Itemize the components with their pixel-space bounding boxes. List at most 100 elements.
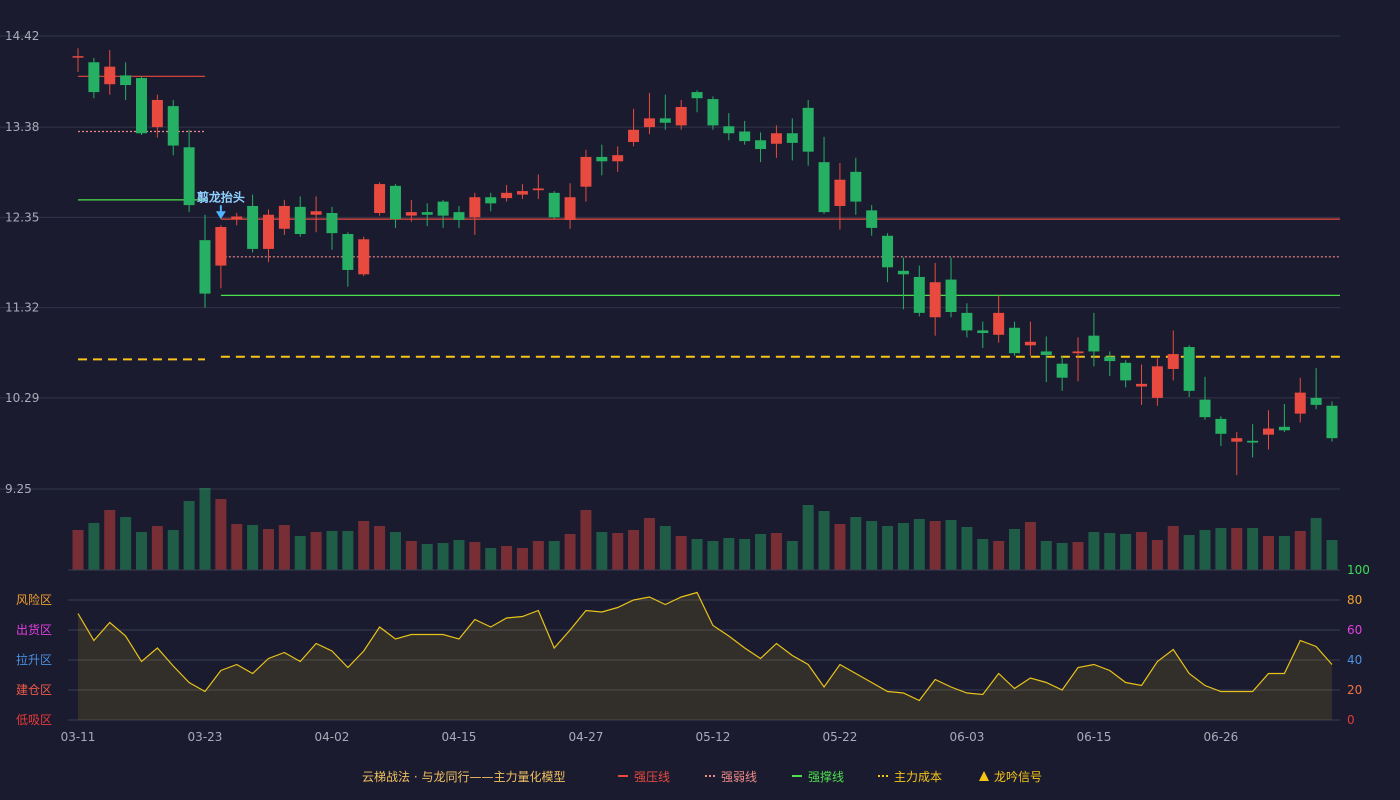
candle-body — [1294, 392, 1306, 414]
zone-label: 风险区 — [16, 592, 52, 607]
candle-body — [1231, 438, 1243, 442]
candle-body — [437, 201, 449, 216]
volume-bar — [278, 525, 290, 570]
candle-body — [453, 212, 465, 221]
candle-body — [1136, 383, 1148, 387]
candle-body — [929, 282, 941, 318]
candle-body — [294, 206, 306, 235]
x-tick-label: 05-12 — [695, 730, 730, 744]
volume-bar — [215, 499, 227, 570]
zone-label: 低吸区 — [16, 713, 52, 727]
volume-bar — [358, 521, 370, 570]
volume-bar — [882, 526, 894, 570]
zone-label: 出货区 — [16, 622, 52, 637]
candle-body — [88, 62, 100, 93]
candle-body — [1056, 363, 1068, 378]
candle-body — [1120, 362, 1132, 381]
volume-bar — [1024, 522, 1036, 570]
volume-bar — [1215, 528, 1227, 570]
volume-bar — [1009, 529, 1021, 570]
candle-body — [374, 184, 386, 213]
candle-body — [628, 129, 640, 143]
volume-bar — [548, 541, 560, 570]
legend-label: 强压线 — [634, 770, 670, 784]
candle-body — [421, 212, 433, 215]
volume-bar — [469, 542, 481, 570]
candle-body — [72, 56, 84, 58]
candle-body — [755, 140, 767, 150]
x-tick-label: 06-26 — [1203, 730, 1238, 744]
candle-body — [739, 131, 751, 142]
candle-body — [485, 197, 497, 204]
candle-body — [135, 78, 147, 134]
candle-body — [564, 197, 576, 221]
candle-body — [1009, 327, 1021, 354]
indicator-tick-label: 20 — [1347, 683, 1362, 697]
volume-bar — [659, 526, 671, 570]
x-tick-label: 03-23 — [188, 730, 223, 744]
legend-label: 主力成本 — [894, 770, 942, 784]
candle-body — [104, 66, 116, 85]
volume-bar — [405, 541, 417, 570]
x-tick-label: 04-02 — [315, 730, 350, 744]
candle-body — [120, 75, 132, 86]
volume-bar — [993, 541, 1005, 570]
candle-body — [866, 210, 878, 228]
candle-body — [882, 235, 894, 268]
volume-bar — [755, 534, 767, 570]
zone-label: 拉升区 — [16, 652, 52, 667]
candle-body — [278, 205, 290, 229]
candle-body — [231, 216, 243, 220]
volume-bar — [723, 538, 735, 570]
candle-body — [977, 330, 989, 334]
volume-bar — [421, 544, 433, 570]
y-tick-label: 12.35 — [5, 210, 39, 224]
volume-bar — [1167, 526, 1179, 570]
volume-bar — [612, 533, 624, 570]
candle-body — [993, 312, 1005, 335]
volume-bar — [977, 539, 989, 570]
volume-bar — [1278, 536, 1290, 570]
volume-bar — [437, 543, 449, 570]
zone-label: 建仓区 — [16, 683, 52, 697]
volume-bar — [818, 511, 830, 570]
candle-body — [1247, 440, 1259, 443]
volume-bar — [326, 531, 338, 570]
indicator-tick-label: 80 — [1347, 593, 1362, 607]
candle-body — [516, 191, 528, 195]
volume-bar — [850, 517, 862, 570]
volume-bar — [1151, 540, 1163, 570]
candle-body — [786, 133, 798, 143]
volume-bar — [1247, 528, 1259, 570]
volume-bar — [183, 501, 195, 570]
volume-bar — [516, 548, 528, 570]
candle-body — [183, 147, 195, 206]
indicator-line — [77, 591, 1333, 702]
x-tick-label: 04-27 — [569, 730, 604, 744]
volume-bar — [231, 524, 243, 570]
legend-swatch — [979, 771, 989, 781]
y-tick-label: 13.38 — [5, 120, 39, 134]
volume-bar — [691, 539, 703, 570]
candle-body — [326, 212, 338, 234]
volume-bar — [564, 534, 576, 570]
volume-bar — [310, 532, 322, 570]
candle-body — [612, 155, 624, 162]
volume-bar — [501, 546, 513, 570]
candle-body — [405, 212, 417, 216]
candle-body — [358, 239, 370, 275]
volume-bar — [1294, 531, 1306, 570]
candle-body — [834, 179, 846, 206]
volume-bar — [866, 521, 878, 570]
candle-body — [1104, 356, 1116, 362]
candle-body — [850, 171, 862, 202]
candle-body — [199, 240, 211, 294]
volume-bar — [770, 533, 782, 570]
candle-body — [1199, 399, 1211, 418]
indicator-tick-label: 0 — [1347, 713, 1355, 727]
candle-body — [1167, 354, 1179, 369]
candle-body — [1040, 351, 1052, 355]
volume-bar — [72, 530, 84, 570]
